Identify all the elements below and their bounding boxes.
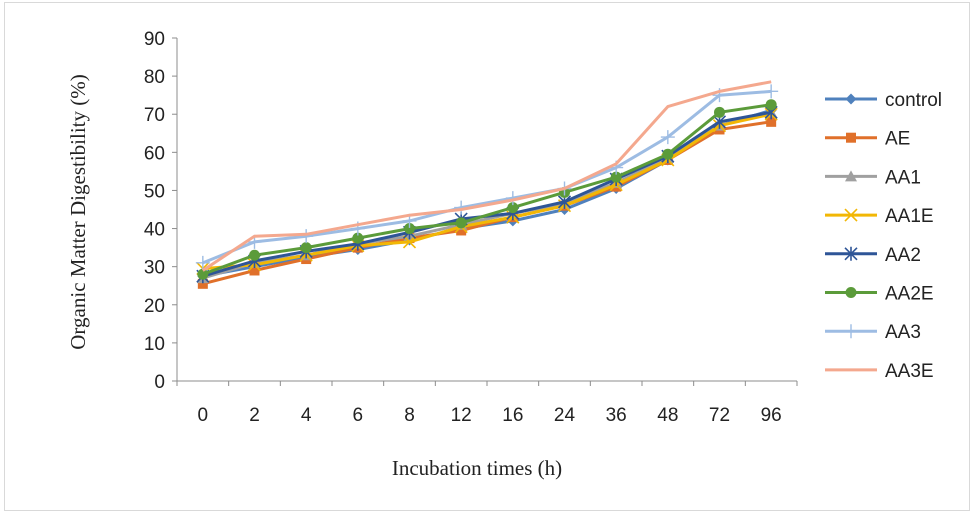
legend-item-aa2e: AA2E [825, 284, 934, 305]
x-tick-label: 0 [198, 405, 209, 426]
legend-marker [844, 208, 858, 222]
data-point [714, 106, 725, 118]
series-aa3 [195, 84, 779, 270]
y-tick-label: 30 [144, 258, 165, 279]
data-point [300, 242, 312, 254]
data-point [610, 171, 622, 183]
axes [176, 38, 797, 382]
data-point [766, 116, 777, 127]
y-tick-label: 70 [144, 105, 165, 126]
legend-item-control: control [825, 90, 942, 111]
y-tick-label: 60 [144, 143, 165, 164]
data-point [299, 229, 314, 244]
legend-marker [844, 324, 858, 339]
data-point [455, 217, 467, 229]
y-tick-label: 40 [144, 220, 165, 241]
legend-marker [845, 93, 857, 105]
legend-item-aa3e: AA3E [825, 361, 934, 382]
data-point [456, 225, 467, 236]
legend-item-ae: AE [825, 129, 910, 150]
x-tick-label: 8 [404, 405, 415, 426]
data-point [507, 202, 519, 214]
series-line-aa2e [202, 103, 772, 276]
x-tick-label: 48 [657, 405, 678, 426]
x-tick-label: 72 [709, 405, 730, 426]
legend-marker [845, 170, 857, 182]
data-point [404, 223, 415, 235]
y-tick-label: 0 [154, 372, 165, 393]
y-tick-label: 10 [144, 334, 165, 355]
data-point [197, 278, 208, 289]
legend-marker [845, 287, 857, 298]
legend-item-aa1: AA1 [825, 167, 921, 188]
data-point [352, 232, 364, 244]
legend-label: AA2E [885, 284, 934, 305]
legend-label: AA2 [885, 245, 921, 266]
series-aa2 [196, 105, 778, 284]
x-tick-label: 6 [353, 405, 364, 426]
legend-label: AA3 [885, 322, 921, 343]
data-point [662, 148, 674, 160]
series-line-aa3 [202, 89, 772, 265]
x-tick-label: 12 [451, 405, 472, 426]
y-axis-title: Organic Matter Digestibility (%) [66, 74, 90, 349]
data-point [764, 84, 779, 99]
x-axis-title: Incubation times (h) [392, 456, 562, 480]
data-point [249, 249, 260, 261]
series-line-aa1e [202, 112, 772, 271]
legend-item-aa2: AA2 [825, 245, 921, 266]
x-tick-label: 96 [761, 405, 782, 426]
x-axis-ticks: 0 2 4 6 8 12 16 24 36 48 72 96 [176, 381, 798, 426]
series-layer [195, 80, 779, 289]
chart-area: 0 10 20 30 40 50 60 70 80 90 0 2 4 6 8 12 16 24 36 48 72 96 … [4, 2, 970, 511]
data-point [195, 255, 210, 270]
x-tick-label: 24 [554, 405, 576, 426]
y-tick-label: 20 [144, 296, 165, 317]
y-tick-label: 50 [144, 181, 165, 202]
y-tick-label: 90 [144, 29, 165, 50]
legend: control AE AA1 AA1E AA2 AA2E AA3 AA3E [825, 90, 942, 382]
data-point [402, 235, 417, 249]
legend-marker [844, 246, 858, 261]
data-point [765, 99, 777, 111]
legend-label: AA1E [885, 206, 934, 227]
legend-item-aa3: AA3 [825, 322, 921, 343]
series-aa3e [201, 80, 772, 272]
legend-item-aa1e: AA1E [825, 206, 934, 227]
series-line-aa3e [201, 80, 772, 272]
y-tick-label: 80 [144, 67, 165, 88]
legend-marker [846, 132, 856, 143]
legend-label: AA1 [885, 167, 921, 188]
x-tick-label: 36 [606, 405, 627, 426]
legend-label: control [885, 90, 942, 111]
data-point [197, 268, 209, 280]
x-tick-label: 2 [249, 405, 260, 426]
data-point [249, 265, 260, 276]
legend-label: AE [885, 129, 910, 150]
legend-label: AA3E [885, 361, 934, 382]
x-tick-label: 16 [502, 405, 523, 426]
series-aa2e [197, 99, 777, 280]
data-point [660, 130, 675, 145]
x-tick-label: 4 [301, 405, 312, 426]
y-axis-ticks: 0 10 20 30 40 50 60 70 80 90 [144, 29, 177, 393]
